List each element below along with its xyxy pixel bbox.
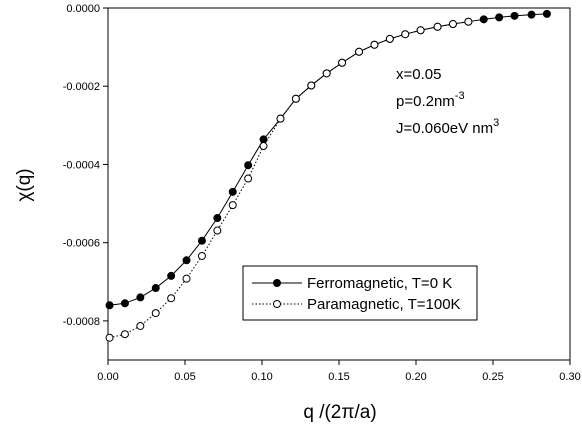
data-point-paramagnetic — [182, 274, 191, 283]
data-point-paramagnetic — [370, 40, 379, 49]
data-point-paramagnetic — [105, 333, 114, 342]
data-point-ferromagnetic — [244, 161, 253, 170]
data-point-ferromagnetic — [105, 301, 114, 310]
data-point-ferromagnetic — [213, 214, 222, 223]
x-tick-label: 0.00 — [97, 371, 118, 383]
data-point-ferromagnetic — [542, 9, 551, 18]
x-tick-label: 0.30 — [559, 371, 580, 383]
annotation-j-sup: 3 — [493, 117, 499, 129]
series-line-ferromagnetic — [109, 13, 547, 306]
legend-label-ferromagnetic: Ferromagnetic, T=0 K — [307, 275, 452, 292]
legend-marker-ferromagnetic — [273, 279, 281, 287]
annotation-p: p=0.2nm-3 — [396, 90, 465, 110]
data-point-ferromagnetic — [495, 13, 504, 22]
data-point-paramagnetic — [448, 20, 457, 29]
data-point-ferromagnetic — [182, 256, 191, 265]
data-point-paramagnetic — [120, 330, 129, 339]
x-tick-label: 0.10 — [251, 371, 272, 383]
data-point-paramagnetic — [464, 17, 473, 26]
data-point-paramagnetic — [228, 201, 237, 210]
data-point-ferromagnetic — [197, 236, 206, 245]
annotation-j: J=0.060eV nm3 — [396, 117, 499, 137]
data-point-ferromagnetic — [120, 299, 129, 308]
x-tick-label: 0.25 — [482, 371, 503, 383]
data-point-paramagnetic — [244, 174, 253, 183]
x-tick-label: 0.05 — [174, 371, 195, 383]
data-point-paramagnetic — [433, 22, 442, 31]
legend-marker-paramagnetic — [273, 300, 281, 308]
data-point-ferromagnetic — [167, 271, 176, 280]
data-point-paramagnetic — [197, 251, 206, 260]
data-point-paramagnetic — [276, 114, 285, 123]
data-point-paramagnetic — [213, 226, 222, 235]
series-layer — [105, 9, 551, 342]
annotation-x: x=0.05 — [396, 66, 441, 83]
annotation-p-base: p=0.2nm — [396, 93, 455, 110]
y-axis: 0.0000 -0.0002 -0.0004 -0.0006 -0.0008 — [63, 3, 108, 328]
data-point-paramagnetic — [385, 34, 394, 43]
y-tick-label: -0.0004 — [63, 159, 100, 171]
annotation-p-sup: -3 — [455, 90, 465, 102]
data-point-ferromagnetic — [510, 11, 519, 20]
data-point-paramagnetic — [355, 47, 364, 56]
data-point-paramagnetic — [291, 94, 300, 103]
data-point-paramagnetic — [307, 81, 316, 90]
data-point-paramagnetic — [338, 58, 347, 67]
x-tick-label: 0.20 — [405, 371, 426, 383]
data-point-ferromagnetic — [151, 284, 160, 293]
data-point-paramagnetic — [401, 30, 410, 39]
y-tick-label: 0.0000 — [66, 3, 100, 15]
x-axis-title: q /(2π/a) — [303, 402, 376, 423]
legend: Ferromagnetic, T=0 K Paramagnetic, T=100… — [242, 265, 478, 321]
x-tick-label: 0.15 — [328, 371, 349, 383]
annotation-j-base: J=0.060eV nm — [396, 120, 493, 137]
data-point-paramagnetic — [151, 309, 160, 318]
data-point-paramagnetic — [167, 294, 176, 303]
y-tick-label: -0.0006 — [63, 238, 100, 250]
y-axis-title: χ(q) — [14, 168, 35, 201]
y-tick-label: -0.0008 — [63, 316, 100, 328]
y-tick-label: -0.0002 — [63, 81, 100, 93]
legend-label-paramagnetic: Paramagnetic, T=100K — [307, 296, 461, 313]
data-point-paramagnetic — [136, 321, 145, 330]
data-point-paramagnetic — [259, 142, 268, 151]
annotation-block: x=0.05 p=0.2nm-3 J=0.060eV nm3 — [396, 66, 499, 137]
data-point-ferromagnetic — [136, 293, 145, 302]
data-point-ferromagnetic — [259, 135, 268, 144]
data-point-ferromagnetic — [527, 10, 536, 19]
data-point-paramagnetic — [416, 26, 425, 35]
data-point-ferromagnetic — [479, 15, 488, 24]
legend-box — [242, 265, 478, 321]
data-point-paramagnetic — [322, 69, 331, 78]
x-axis: 0.00 0.05 0.10 0.15 0.20 0.25 0.30 — [97, 360, 581, 383]
data-point-ferromagnetic — [228, 187, 237, 196]
